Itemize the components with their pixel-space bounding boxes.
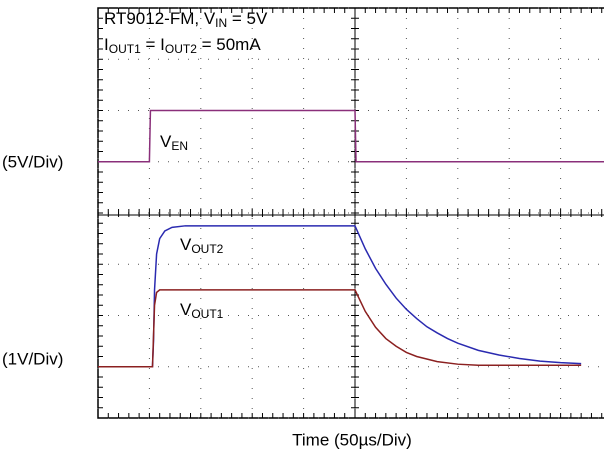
chart-title-part: = 5V <box>227 9 268 28</box>
x-label: Time (50µs/Div) <box>292 430 412 449</box>
trace <box>98 225 582 368</box>
trace-label: VEN <box>160 132 188 153</box>
chart-title-part: IN <box>215 16 227 30</box>
trace-label-sub: EN <box>171 139 188 153</box>
y2-label: (1V/Div) <box>2 349 63 368</box>
trace-label-name: V <box>160 132 172 151</box>
trace <box>98 289 582 368</box>
trace-label-sub: OUT1 <box>191 307 223 321</box>
trace <box>98 109 604 163</box>
chart-title: RT9012-FM, VIN = 5V <box>104 9 268 30</box>
chart-subtitle-part: = 50mA <box>197 35 261 54</box>
chart-subtitle-part: OUT1 <box>109 42 141 56</box>
trace-label: VOUT2 <box>180 235 224 256</box>
chart-subtitle: IOUT1 = IOUT2 = 50mA <box>104 35 261 56</box>
y-label: (5V/Div) <box>2 152 63 171</box>
trace-label: VOUT1 <box>180 300 224 321</box>
chart-title-part: RT9012-FM, V <box>104 9 216 28</box>
chart-subtitle-part: I <box>104 35 109 54</box>
trace-label-name: V <box>180 300 192 319</box>
chart-subtitle-part: = I <box>141 35 165 54</box>
chart-subtitle-part: OUT2 <box>165 42 197 56</box>
trace-label-name: V <box>180 235 192 254</box>
trace-label-sub: OUT2 <box>191 242 223 256</box>
